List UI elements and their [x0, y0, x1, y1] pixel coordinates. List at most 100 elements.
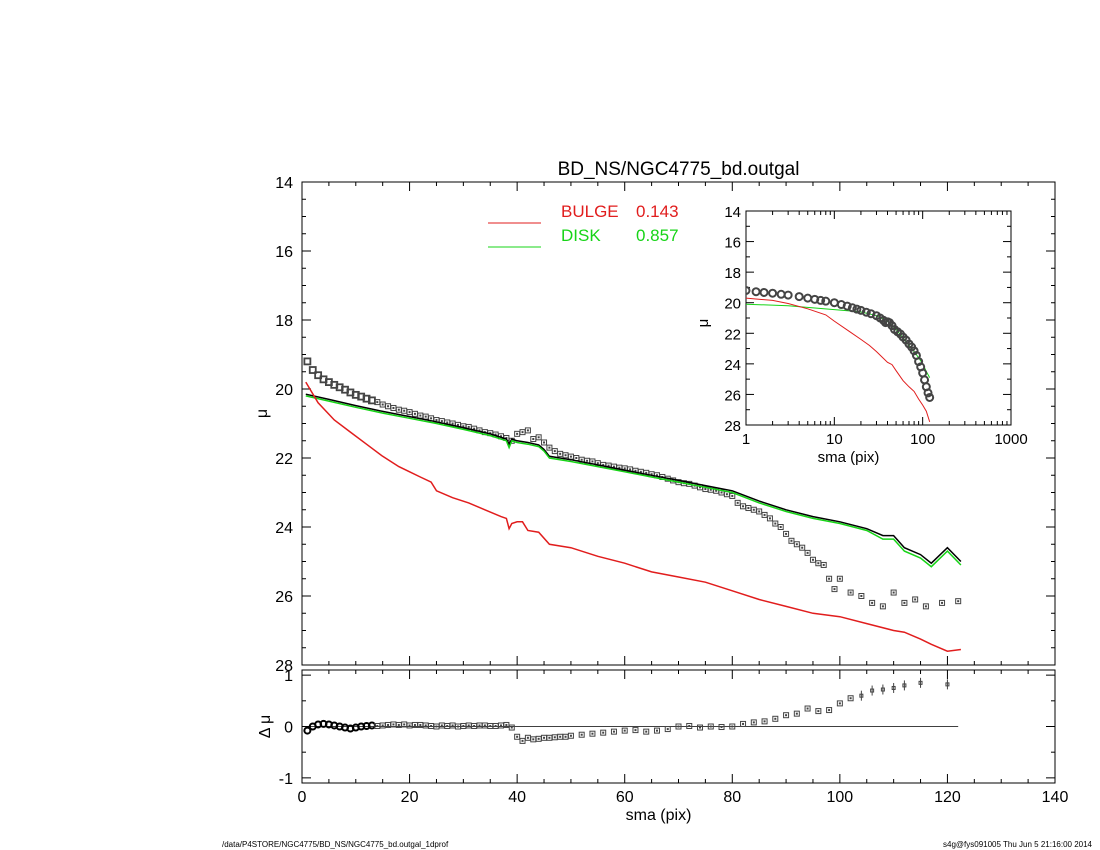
residual-point	[918, 680, 923, 685]
data-point-center	[957, 600, 960, 603]
inset-data-point	[923, 388, 933, 398]
data-point-center	[645, 471, 648, 474]
residual-point-center	[612, 730, 615, 733]
residual-point	[697, 724, 704, 731]
data-point-center	[451, 422, 454, 425]
series-disk-line	[305, 395, 962, 568]
data-point	[524, 427, 531, 434]
series-model-line	[305, 393, 962, 565]
inset-y-axis-label: μ	[695, 319, 712, 328]
data-point-center	[462, 425, 465, 428]
data-point-center	[580, 458, 583, 461]
residual-point-center	[688, 724, 691, 727]
inset-data-point	[759, 287, 769, 297]
data-point	[734, 499, 741, 506]
data-point-center	[806, 551, 809, 554]
data-point	[788, 537, 795, 544]
data-point-center	[500, 435, 503, 438]
residual-point-center	[456, 725, 459, 728]
data-point	[546, 444, 553, 451]
data-point	[912, 596, 919, 603]
inset-data-point	[925, 392, 935, 402]
residual-point-center	[494, 724, 497, 727]
data-point-center	[634, 469, 637, 472]
residual-point-center	[467, 724, 470, 727]
data-point-center	[602, 463, 605, 466]
main-plot: BD_NS/NGC4775_bd.outgal μ 14 16 18 20 22 24 26 28…	[254, 159, 1056, 675]
data-point-center	[715, 489, 718, 492]
data-point-center	[505, 436, 508, 439]
data-point-center	[817, 562, 820, 565]
main-y-axis-label: μ	[254, 409, 271, 418]
data-point-center	[822, 563, 825, 566]
data-point-center	[758, 510, 761, 513]
data-point-center	[752, 508, 755, 511]
data-point-center	[440, 420, 443, 423]
data-point-center	[591, 460, 594, 463]
data-point-center	[768, 517, 771, 520]
data-point-center	[731, 494, 734, 497]
residual-point	[514, 733, 521, 740]
residual-point-center	[500, 724, 503, 727]
inset-data-point	[751, 287, 761, 297]
data-point-center	[381, 403, 384, 406]
residual-point	[643, 728, 650, 735]
residual-point-center	[564, 735, 567, 738]
inset-y-tick-label: 26	[724, 387, 741, 404]
main-y-tick-label: 22	[275, 451, 293, 468]
data-point-center	[543, 441, 546, 444]
data-point-center	[892, 591, 895, 594]
residual-x-tick-label: 0	[298, 789, 307, 806]
residual-point-center	[397, 723, 400, 726]
data-point-center	[397, 408, 400, 411]
data-point-center	[537, 436, 540, 439]
residual-point-center	[413, 723, 416, 726]
footer-timestamp: s4g@fys091005 Thu Jun 5 21:16:00 2014	[943, 840, 1092, 849]
residual-point-center	[602, 731, 605, 734]
residual-y-tick-label: -1	[279, 771, 293, 788]
residual-point-center	[774, 717, 777, 720]
data-point-center	[387, 405, 390, 408]
residual-y-tick-label: 1	[284, 668, 293, 685]
residual-plot: 0 20 40 60 80 100 120 140 sma (pix) -1 0 1 Δ μ	[257, 668, 1068, 824]
residual-point	[783, 712, 790, 719]
residual-point-center	[677, 725, 680, 728]
residual-x-tick-label: 20	[401, 789, 419, 806]
data-point-center	[699, 486, 702, 489]
residual-point-center	[785, 714, 788, 717]
data-point	[799, 544, 806, 551]
data-point-center	[785, 532, 788, 535]
inset-y-tick-label: 22	[724, 326, 741, 343]
residual-point	[750, 719, 757, 726]
residual-point-center	[526, 736, 529, 739]
residual-point-center	[446, 724, 449, 727]
data-point-center	[494, 433, 497, 436]
data-point	[879, 603, 886, 610]
data-point	[955, 598, 962, 605]
residual-point	[519, 737, 526, 744]
data-point-center	[569, 455, 572, 458]
main-y-tick-label: 16	[275, 244, 293, 261]
data-point-center	[655, 474, 658, 477]
data-point	[901, 599, 908, 606]
data-point-center	[376, 401, 379, 404]
data-point-center	[881, 605, 884, 608]
residual-point-center	[505, 723, 508, 726]
residual-point-center	[666, 728, 669, 731]
residual-point-center	[510, 726, 513, 729]
data-point-center	[914, 598, 917, 601]
inset-data-point	[821, 296, 831, 306]
data-point-center	[473, 427, 476, 430]
residual-point	[772, 715, 779, 722]
residual-point-center	[634, 729, 637, 732]
data-point	[308, 366, 317, 374]
residual-point-center	[731, 725, 734, 728]
residual-point-center	[543, 736, 546, 739]
residual-point-center	[569, 734, 572, 737]
inset-y-tick-label: 18	[724, 265, 741, 282]
residual-point	[653, 727, 660, 734]
residual-point-center	[451, 724, 454, 727]
residual-point	[740, 720, 747, 727]
data-point-center	[392, 406, 395, 409]
